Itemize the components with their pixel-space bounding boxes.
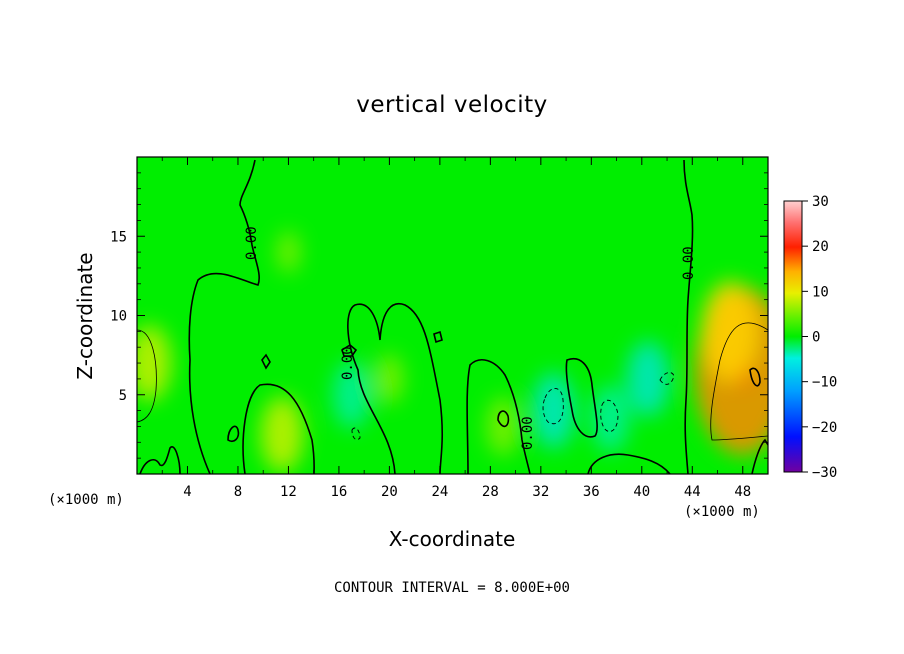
- x-tick-label: 36: [583, 484, 600, 500]
- field-feature: [332, 361, 371, 429]
- contour-label: 0.00: [681, 246, 697, 280]
- x-tick-label: 20: [381, 484, 398, 500]
- colorbar: 30 20 10 0 −10 −20 −30: [783, 194, 837, 481]
- colorbar-tick-label: −10: [812, 375, 837, 391]
- field-feature: [137, 325, 172, 401]
- x-unit-right: (×1000 m): [684, 504, 760, 520]
- x-tick-label: 8: [234, 484, 242, 500]
- x-tick-label: 32: [532, 484, 549, 500]
- field-feature: [531, 372, 576, 449]
- field-feature: [701, 280, 759, 382]
- plot-area: [137, 157, 768, 474]
- colorbar-ticks: 30 20 10 0 −10 −20 −30: [802, 194, 837, 481]
- colorbar-tick-label: 20: [812, 239, 829, 255]
- negative-contours: [351, 372, 675, 441]
- x-axis: 4 8 12 16 20 24 28 32 36 40 44 48: [161, 157, 751, 500]
- contour-line: [751, 438, 768, 474]
- x-unit-left: (×1000 m): [48, 492, 124, 508]
- colorbar-tick-label: 0: [812, 330, 820, 346]
- contour-label: 0.00: [520, 416, 536, 450]
- colorbar-tick-label: 10: [812, 284, 829, 300]
- contour-line: [542, 388, 564, 425]
- contour-line: [242, 383, 315, 474]
- field-feature: [375, 353, 404, 405]
- field-feature: [626, 341, 670, 417]
- x-tick-label: 12: [280, 484, 297, 500]
- contour-line: [188, 159, 260, 474]
- contour-line: [749, 367, 761, 387]
- zero-contours: [139, 159, 768, 474]
- contour-line: [261, 353, 271, 370]
- contour-label: 0.00: [244, 226, 260, 260]
- field-feature: [276, 231, 301, 274]
- x-tick-label: 24: [431, 484, 448, 500]
- positive-contours: [137, 322, 768, 441]
- contour-line: [466, 359, 531, 474]
- colorbar-tick-label: −20: [812, 420, 837, 436]
- contour-line: [497, 410, 510, 428]
- colorbar-tick-label: −30: [812, 465, 837, 481]
- colorbar-tick-label: 30: [812, 194, 829, 210]
- contour-line: [351, 427, 361, 441]
- field-feature: [591, 384, 630, 453]
- contour-line: [565, 358, 598, 438]
- contour-labels: 0.00 0.00 0.00 0.00: [244, 226, 697, 450]
- colorbar-fill: [783, 200, 803, 473]
- contour-line: [137, 329, 157, 423]
- contour-line: [683, 159, 694, 474]
- contour-interval-note: CONTOUR INTERVAL = 8.000E+00: [334, 580, 570, 596]
- y-tick-label: 15: [110, 229, 127, 245]
- field-features: [137, 231, 768, 473]
- contour-line: [227, 425, 240, 443]
- contour-line: [433, 330, 443, 344]
- x-tick-label: 44: [684, 484, 701, 500]
- x-tick-label: 16: [330, 484, 347, 500]
- plot-background: [137, 157, 768, 474]
- contour-line: [347, 303, 444, 474]
- contour-line: [710, 322, 768, 441]
- chart-title: vertical velocity: [356, 92, 547, 118]
- contour-line: [139, 446, 181, 474]
- y-axis-label: Z-coordinate: [73, 252, 97, 379]
- field-feature: [260, 396, 304, 473]
- contour-line: [659, 372, 675, 385]
- x-tick-label: 40: [633, 484, 650, 500]
- contour-line: [587, 453, 671, 474]
- x-axis-label: X-coordinate: [389, 527, 516, 551]
- contour-line: [600, 399, 619, 432]
- x-tick-label: 28: [482, 484, 499, 500]
- contour-label: 0.00: [340, 346, 356, 380]
- x-tick-label: 48: [734, 484, 751, 500]
- x-tick-label: 4: [183, 484, 191, 500]
- y-tick-label: 10: [110, 309, 127, 325]
- contour-line: [341, 344, 358, 357]
- y-axis: 5 10 15: [110, 172, 768, 459]
- y-tick-label: 5: [119, 388, 127, 404]
